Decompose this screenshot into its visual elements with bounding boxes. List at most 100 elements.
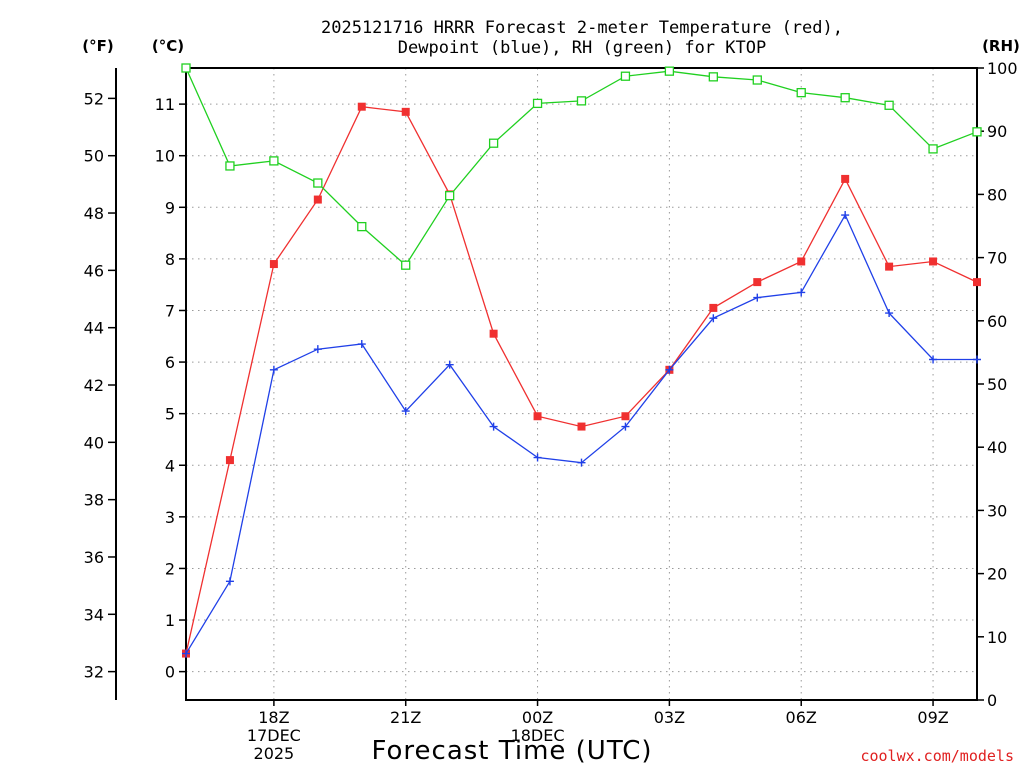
dewpoint-point [489,422,498,431]
celsius-tick-label: 0 [165,663,175,682]
rh-point [796,87,806,98]
title-line-1: 2025121716 HRRR Forecast 2-meter Tempera… [321,18,843,38]
celsius-tick-label: 1 [165,611,175,630]
rh-tick-label: 60 [987,312,1007,331]
dewpoint-point [973,355,981,364]
rh-point [840,93,850,103]
x-tick-label: 06Z [786,708,817,727]
dewpoint-point [225,577,234,586]
dewpoint-point [621,422,630,431]
rh-tick-label: 80 [987,185,1007,204]
x-axis-title: Forecast Time (UTC) [371,736,652,766]
fahrenheit-tick-label: 50 [84,147,104,166]
x-tick-label: 03Z [654,708,685,727]
temperature-point [489,329,498,338]
fahrenheit-tick-label: 48 [84,204,104,223]
dewpoint-point [841,211,850,220]
temperature-point [841,174,850,183]
rh-point [357,221,367,232]
temperature-point [533,412,542,421]
fahrenheit-tick-label: 32 [84,663,104,682]
dewpoint-point [797,288,806,297]
rh-tick-label: 50 [987,375,1007,394]
rh-point [532,98,543,109]
plot-frame [185,67,978,701]
dewpoint-point [753,293,762,302]
celsius-tick-label: 3 [165,508,175,527]
rh-point [401,260,411,270]
series-line-temperature [185,105,978,654]
rh-unit-label: (RH) [982,37,1020,55]
celsius-tick-label: 4 [165,456,175,475]
rh-tick-label: 20 [987,565,1007,584]
rh-point [664,66,675,76]
dewpoint-point [401,407,410,416]
rh-point [708,72,718,82]
series-rh [181,63,982,270]
celsius-tick-label: 11 [155,95,175,114]
x-tick-label: 18DEC [511,726,565,745]
dewpoint-point [577,458,586,467]
temperature-point [973,278,981,287]
temperature-point [401,107,410,116]
temperature-point [357,102,366,111]
dewpoint-point [929,355,938,364]
fahrenheit-tick-label: 46 [84,261,104,280]
celsius-tick-label: 10 [155,147,175,166]
rh-point [269,156,279,166]
fahrenheit-tick-label: 44 [84,319,104,338]
celsius-tick-label: 2 [165,559,175,578]
temperature-point [753,278,762,287]
celsius-tick-label: 9 [165,198,175,217]
axes: 0123456789101132343638404244464850520102… [84,59,1018,763]
rh-point [928,144,938,154]
celsius-tick-label: 8 [165,250,175,269]
rh-point [225,161,235,171]
celsius-unit-label: (°C) [152,37,184,55]
rh-tick-label: 30 [987,501,1007,520]
fahrenheit-tick-label: 52 [84,89,104,108]
fahrenheit-unit-label: (°F) [82,37,113,55]
temperature-point [797,257,806,266]
x-tick-label: 2025 [254,744,295,763]
rh-tick-label: 100 [987,59,1018,78]
temperature-point [621,412,630,421]
series-layer [181,63,982,658]
temperature-point [313,195,322,204]
series-line-dewpoint [185,213,977,654]
rh-point [752,75,762,85]
celsius-tick-label: 5 [165,405,175,424]
dewpoint-point [665,365,674,374]
temperature-point [225,456,234,465]
fahrenheit-tick-label: 38 [84,491,104,510]
rh-point [576,96,587,106]
temperature-point [269,260,278,269]
gridlines [186,68,977,700]
fahrenheit-tick-label: 34 [84,605,104,624]
x-tick-label: 00Z [522,708,553,727]
dewpoint-point [885,309,894,318]
rh-point [488,138,499,148]
temperature-point [929,257,938,266]
x-tick-label: 17DEC [247,726,301,745]
rh-point [884,100,894,110]
title-line-2: Dewpoint (blue), RH (green) for KTOP [398,38,766,58]
dewpoint-point [269,365,278,374]
x-tick-label: 21Z [390,708,421,727]
series-dewpoint [182,211,981,658]
dewpoint-point [533,453,542,462]
rh-tick-label: 40 [987,438,1007,457]
temperature-point [577,422,586,431]
dewpoint-point [709,314,718,323]
x-tick-label: 18Z [258,708,289,727]
rh-tick-label: 10 [987,628,1007,647]
dewpoint-point [313,345,322,354]
rh-point [620,71,631,81]
credit-text: coolwx.com/models [860,747,1014,765]
series-temperature [182,102,981,658]
fahrenheit-tick-label: 36 [84,548,104,567]
rh-point [972,127,982,137]
fahrenheit-tick-label: 40 [84,433,104,452]
temperature-point [885,262,894,271]
